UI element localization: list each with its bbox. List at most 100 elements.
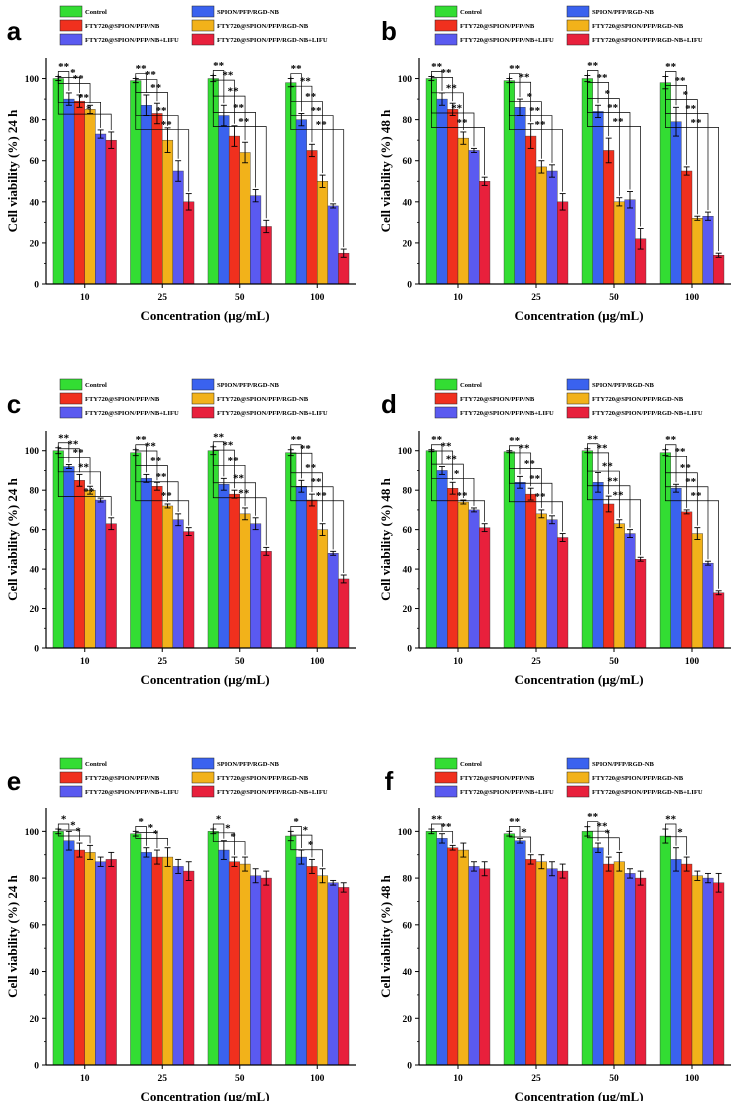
bar bbox=[557, 201, 569, 285]
legend-swatch bbox=[191, 785, 215, 798]
bar bbox=[546, 519, 558, 649]
bar bbox=[73, 480, 85, 649]
significance-label: ** bbox=[675, 75, 687, 87]
significance-label: ** bbox=[602, 461, 614, 473]
y-tick-label: 100 bbox=[25, 828, 40, 838]
y-tick-label: 60 bbox=[403, 157, 413, 167]
significance-bracket bbox=[430, 71, 443, 91]
significance-bracket bbox=[665, 71, 677, 106]
x-tick-label: 100 bbox=[310, 293, 325, 303]
bar bbox=[535, 861, 547, 1066]
x-tick-label: 100 bbox=[310, 657, 325, 667]
x-axis-title: Concentration (μg/mL) bbox=[514, 308, 643, 323]
bar bbox=[317, 529, 329, 649]
significance-label: * bbox=[70, 820, 76, 832]
bar bbox=[140, 478, 152, 649]
y-tick-label: 40 bbox=[30, 198, 40, 208]
bar bbox=[183, 870, 195, 1066]
bar bbox=[151, 486, 163, 649]
significance-label: ** bbox=[300, 76, 312, 88]
bar bbox=[635, 877, 647, 1066]
legend-label: FTY720@SPION/PFP/NB bbox=[460, 775, 535, 782]
bar bbox=[306, 499, 318, 649]
legend-swatch bbox=[59, 771, 83, 784]
significance-bracket bbox=[290, 76, 345, 248]
significance-label: ** bbox=[446, 82, 458, 94]
significance-label: ** bbox=[228, 86, 240, 98]
bar bbox=[525, 135, 537, 285]
significance-label: ** bbox=[524, 458, 536, 470]
bar bbox=[130, 833, 142, 1066]
significance-label: ** bbox=[529, 105, 541, 117]
bar bbox=[624, 873, 636, 1066]
legend-label: FTY720@SPION/PFP/RGD-NB+LIFU bbox=[592, 37, 703, 44]
y-tick-label: 100 bbox=[25, 447, 40, 457]
significance-label: ** bbox=[161, 490, 173, 502]
bar bbox=[151, 856, 163, 1066]
bar bbox=[84, 109, 96, 285]
legend-label: Control bbox=[460, 761, 482, 768]
bar bbox=[479, 868, 491, 1066]
significance-label: * bbox=[527, 91, 533, 103]
legend-label: FTY720@SPION/PFP/RGD-NB+LIFU bbox=[217, 789, 328, 796]
significance-label: ** bbox=[150, 455, 162, 467]
bar bbox=[681, 511, 693, 649]
bar bbox=[105, 523, 117, 649]
bar bbox=[592, 847, 604, 1066]
bar bbox=[338, 887, 350, 1066]
significance-bracket bbox=[290, 444, 302, 479]
bar bbox=[592, 482, 604, 649]
significance-bracket bbox=[57, 827, 91, 844]
bar bbox=[95, 861, 107, 1066]
significance-bracket bbox=[665, 447, 719, 589]
bar bbox=[218, 115, 230, 285]
significance-bracket bbox=[587, 824, 620, 851]
legend-swatch bbox=[434, 757, 458, 770]
bar bbox=[468, 866, 480, 1066]
significance-label: ** bbox=[613, 116, 625, 128]
y-tick-label: 40 bbox=[30, 968, 40, 978]
bar bbox=[172, 170, 184, 285]
x-axis-title: Concentration (μg/mL) bbox=[514, 672, 643, 687]
y-tick-label: 20 bbox=[30, 1015, 40, 1025]
bar bbox=[295, 486, 307, 649]
legend-label: Control bbox=[460, 382, 482, 389]
significance-bracket bbox=[430, 447, 486, 522]
bar bbox=[260, 226, 272, 285]
y-tick-label: 0 bbox=[34, 281, 39, 291]
significance-label: ** bbox=[509, 435, 521, 447]
panel-label: d bbox=[381, 389, 397, 419]
significance-label: ** bbox=[431, 814, 443, 826]
significance-label: ** bbox=[78, 461, 90, 473]
bar bbox=[514, 840, 526, 1066]
significance-label: * bbox=[86, 104, 92, 116]
y-axis-title: Cell viability (%) 24 h bbox=[5, 477, 20, 601]
bar bbox=[525, 859, 537, 1066]
significance-label: ** bbox=[213, 60, 225, 72]
significance-label: ** bbox=[305, 91, 317, 103]
significance-bracket bbox=[665, 444, 677, 483]
significance-label: ** bbox=[58, 61, 70, 73]
significance-label: ** bbox=[446, 454, 458, 466]
bar bbox=[228, 135, 240, 285]
significance-bracket bbox=[430, 827, 454, 844]
y-tick-label: 80 bbox=[30, 487, 40, 497]
y-tick-label: 100 bbox=[398, 75, 413, 85]
legend-label: FTY720@SPION/PFP/NB+LIFU bbox=[85, 37, 179, 44]
significance-label: ** bbox=[457, 490, 469, 502]
significance-bracket bbox=[57, 71, 70, 91]
x-tick-label: 50 bbox=[235, 293, 245, 303]
significance-label: ** bbox=[535, 119, 547, 131]
legend-label: FTY720@SPION/PFP/RGD-NB bbox=[592, 775, 684, 782]
significance-label: * bbox=[454, 468, 460, 480]
significance-label: ** bbox=[613, 489, 625, 501]
significance-label: ** bbox=[238, 487, 250, 499]
legend-label: FTY720@SPION/PFP/NB bbox=[85, 23, 160, 30]
significance-bracket bbox=[290, 826, 302, 849]
legend-swatch bbox=[59, 19, 83, 32]
legend-swatch bbox=[191, 19, 215, 32]
legend-swatch bbox=[434, 5, 458, 18]
significance-label: ** bbox=[310, 476, 322, 488]
legend-swatch bbox=[566, 392, 590, 405]
x-tick-label: 50 bbox=[609, 657, 619, 667]
